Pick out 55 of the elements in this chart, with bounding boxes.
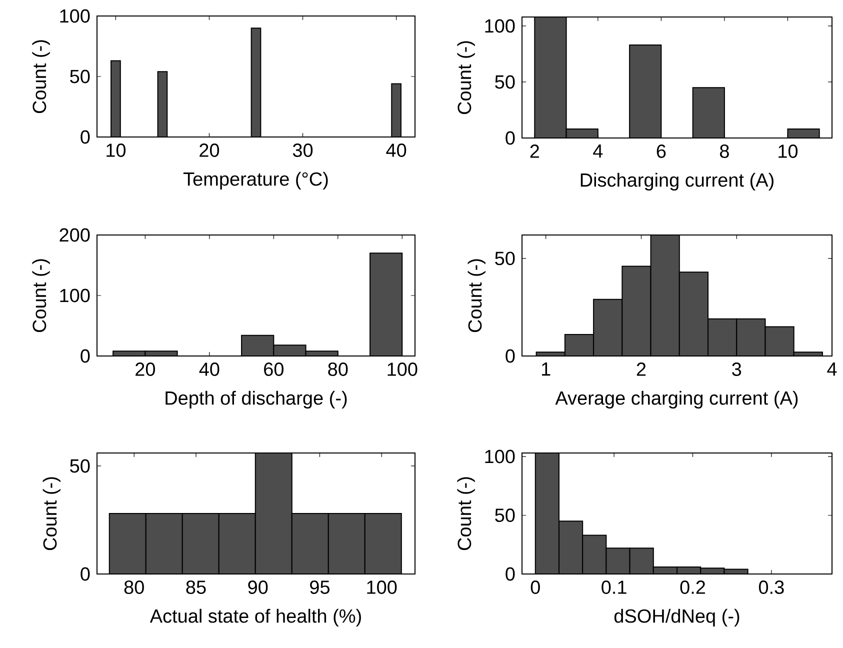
x-tick-label: 0.2: [680, 580, 705, 594]
x-axis-title: Actual state of health (%): [150, 608, 361, 627]
x-tick-label: 2: [530, 144, 539, 158]
x-axis-title: dSOH/dNeq (-): [614, 608, 740, 627]
x-axis-title: Discharging current (A): [580, 172, 774, 191]
y-tick-label: 0: [80, 567, 90, 581]
x-tick-label: 4: [827, 362, 837, 376]
y-tick-label: 50: [495, 252, 515, 266]
y-tick-label: 100: [60, 288, 90, 302]
y-tick-label: 50: [495, 508, 515, 522]
x-tick-label: 2: [636, 362, 646, 376]
x-tick-label: 90: [248, 580, 268, 594]
y-tick-label: 200: [60, 228, 90, 242]
y-tick-label: 100: [485, 19, 515, 33]
x-tick-label: 60: [264, 362, 284, 376]
x-tick-label: 40: [386, 144, 406, 157]
x-tick-label: 6: [656, 144, 666, 158]
x-tick-label: 1: [542, 362, 550, 376]
y-tick-label: 0: [506, 567, 515, 581]
y-tick-label: 100: [485, 450, 515, 464]
y-axis-title: Count (-): [468, 259, 486, 332]
y-tick-label: 100: [60, 9, 90, 23]
x-tick-label: 85: [186, 580, 206, 594]
x-tick-label: 100: [367, 580, 397, 594]
y-axis-title: Count (-): [457, 41, 475, 114]
x-tick-label: 80: [124, 580, 144, 594]
y-axis-title: Count (-): [32, 40, 50, 114]
x-tick-label: 40: [199, 362, 220, 376]
x-tick-label: 0.1: [602, 580, 626, 594]
x-axis-title: Temperature (°C): [183, 172, 328, 190]
x-tick-label: 30: [292, 144, 313, 157]
y-axis-title: Count (-): [32, 259, 50, 332]
x-tick-label: 10: [106, 144, 126, 157]
x-tick-label: 8: [720, 144, 729, 158]
y-tick-label: 0: [80, 130, 90, 144]
x-tick-label: 95: [310, 580, 330, 594]
x-tick-label: 80: [328, 362, 348, 376]
x-tick-label: 20: [136, 362, 156, 376]
x-tick-label: 20: [200, 144, 220, 157]
y-axis-title: Count (-): [42, 477, 60, 550]
y-tick-label: 50: [70, 459, 90, 473]
y-tick-label: 0: [80, 349, 90, 363]
x-tick-label: 10: [778, 144, 798, 158]
x-tick-label: 100: [388, 362, 418, 376]
x-tick-label: 0: [530, 580, 540, 594]
x-tick-label: 3: [732, 362, 742, 376]
y-tick-label: 0: [506, 131, 515, 145]
y-tick-label: 50: [70, 70, 90, 84]
y-tick-label: 0: [506, 349, 515, 363]
x-axis-title: Average charging current (A): [555, 390, 798, 409]
y-tick-label: 50: [495, 75, 515, 89]
x-tick-label: 4: [593, 144, 603, 158]
x-axis-title: Depth of discharge (-): [166, 390, 347, 409]
x-tick-label: 0.3: [758, 580, 784, 594]
y-axis-title: Count (-): [457, 477, 475, 550]
